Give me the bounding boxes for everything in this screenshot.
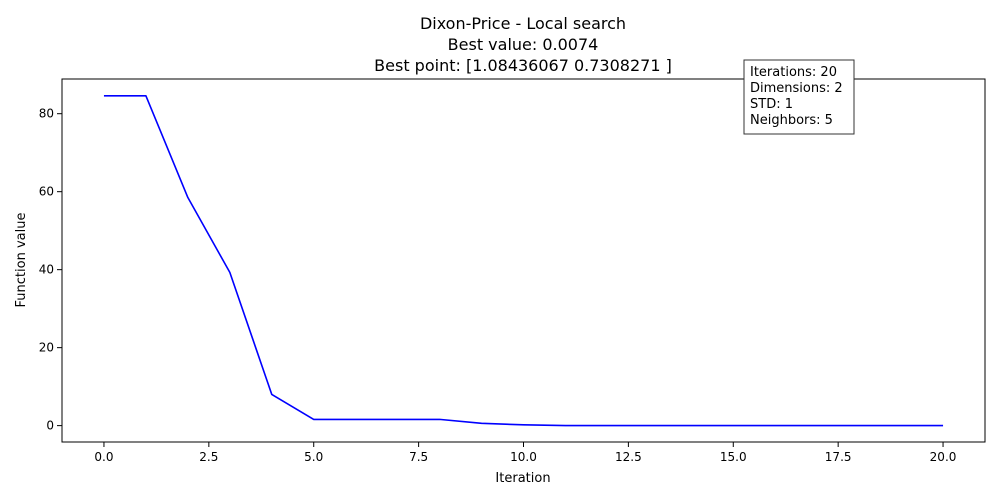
x-tick-label: 0.0	[94, 450, 113, 464]
y-tick-label: 0	[46, 419, 54, 433]
axis-ticks: 0.0 2.5 5.0 7.5 10.0 12.5 15.0 17.5 20.0 0 20 40 60 8…	[39, 107, 957, 464]
x-tick-label: 5.0	[304, 450, 323, 464]
x-tick-label: 2.5	[199, 450, 218, 464]
x-tick-label: 10.0	[510, 450, 537, 464]
x-tick-label: 20.0	[930, 450, 957, 464]
info-line-neighbors: Neighbors: 5	[750, 113, 833, 128]
info-line-std: STD: 1	[750, 97, 793, 112]
y-tick-label: 80	[39, 107, 54, 121]
y-tick-label: 60	[39, 185, 54, 199]
series-line	[103, 94, 944, 427]
info-box: Iterations: 20 Dimensions: 2 STD: 1 Neig…	[743, 59, 855, 135]
x-axis-label: Iteration	[495, 471, 550, 486]
title-line-2: Best value: 0.0074	[448, 35, 599, 54]
series-group	[103, 94, 944, 427]
info-line-iterations: Iterations: 20	[750, 65, 837, 80]
x-tick-label: 17.5	[825, 450, 852, 464]
x-tick-label: 7.5	[409, 450, 428, 464]
chart-title: Dixon-Price - Local search Best value: 0…	[374, 14, 672, 75]
title-line-1: Dixon-Price - Local search	[420, 14, 626, 33]
info-box-frame	[743, 59, 855, 135]
y-tick-label: 40	[39, 263, 54, 277]
title-line-3: Best point: [1.08436067 0.7308271 ]	[374, 56, 672, 75]
x-tick-label: 15.0	[720, 450, 747, 464]
y-tick-label: 20	[39, 341, 54, 355]
y-axis-label: Function value	[14, 213, 29, 308]
info-line-dimensions: Dimensions: 2	[750, 81, 843, 96]
x-tick-label: 12.5	[615, 450, 642, 464]
plot-area-frame	[61, 78, 986, 443]
